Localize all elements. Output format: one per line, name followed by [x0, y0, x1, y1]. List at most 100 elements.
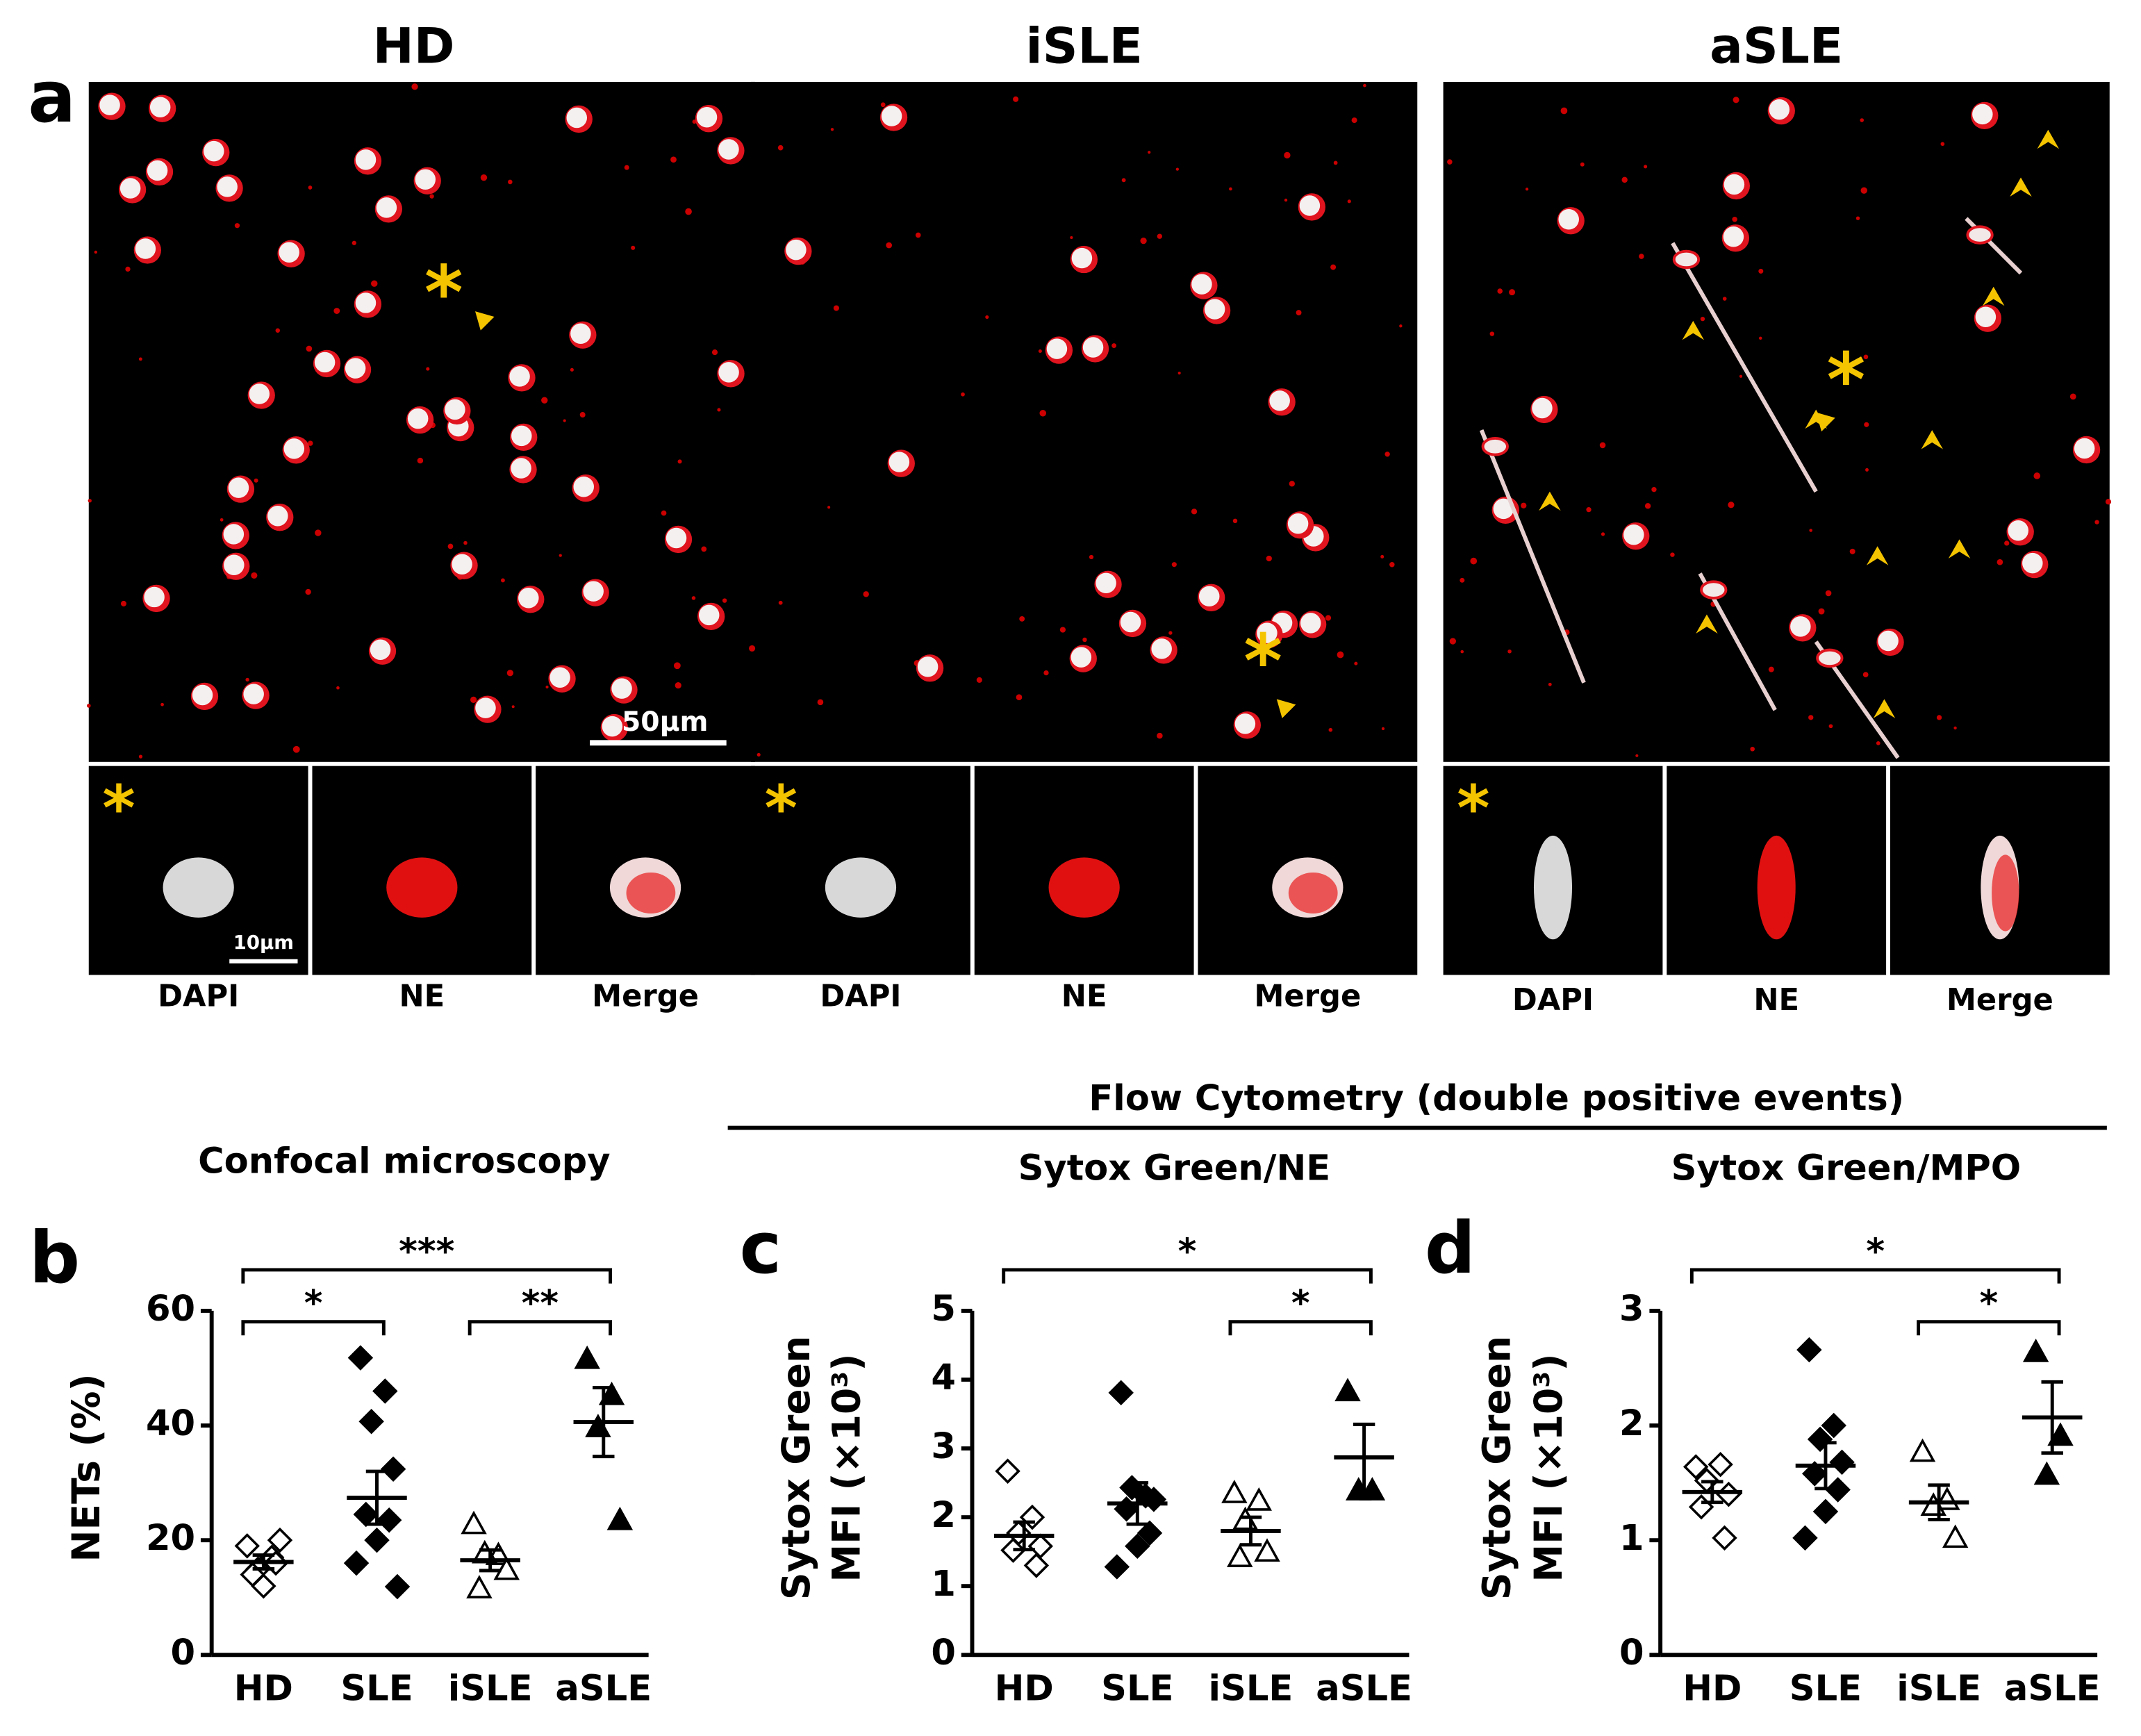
cell — [1151, 638, 1172, 659]
speckle — [1860, 118, 1865, 122]
x-tick-label: HD — [1683, 1668, 1742, 1709]
scale-label: 10µm — [233, 932, 294, 954]
panel-label: c — [740, 1207, 782, 1290]
speckle — [563, 419, 566, 422]
speckle — [1399, 324, 1403, 328]
speckle — [691, 596, 696, 600]
panel-label: a — [28, 56, 76, 139]
speckle — [830, 128, 834, 131]
arrowhead — [2037, 129, 2060, 149]
y-tick-label: 5 — [931, 1289, 956, 1330]
cell — [509, 366, 530, 387]
speckle — [87, 704, 91, 708]
speckle — [307, 440, 313, 446]
speckle — [305, 588, 311, 595]
speckle — [1635, 754, 1639, 757]
data-point — [364, 1527, 390, 1553]
speckle — [1389, 561, 1395, 568]
data-point — [1801, 1461, 1828, 1487]
speckle — [1639, 254, 1644, 259]
data-point — [1825, 1477, 1851, 1503]
column-title: aSLE — [1710, 17, 1843, 74]
speckle — [88, 499, 92, 503]
speckle — [1140, 237, 1147, 245]
speckle — [1862, 672, 1869, 677]
speckle — [1758, 268, 1764, 274]
inset-cell — [1757, 835, 1796, 940]
speckle — [2105, 499, 2112, 505]
speckle — [1330, 264, 1337, 270]
y-axis-label: MFI (×10³) — [825, 1353, 869, 1582]
arrowhead — [475, 311, 495, 331]
speckle — [1460, 577, 1465, 583]
speckle — [701, 546, 707, 552]
speckle — [411, 83, 418, 90]
cell — [475, 697, 496, 718]
chart-title: Confocal microscopy — [198, 1141, 610, 1182]
speckle — [1380, 554, 1384, 559]
data-point — [1023, 1553, 1050, 1578]
scale-label: 50µm — [622, 706, 709, 738]
data-point — [1226, 1544, 1253, 1567]
cell — [144, 586, 165, 608]
x-tick-label: iSLE — [1896, 1668, 1981, 1709]
cell — [1723, 226, 1744, 247]
significance-label: * — [1866, 1231, 1885, 1272]
speckle — [1191, 509, 1198, 515]
speckle — [1447, 159, 1453, 165]
inset-label: DAPI — [1512, 983, 1594, 1018]
cell — [1120, 611, 1141, 633]
cell — [119, 178, 141, 199]
speckle — [1449, 638, 1456, 645]
cell — [314, 352, 336, 373]
speckle — [545, 685, 549, 689]
speckle — [1864, 422, 1869, 427]
cell — [881, 106, 902, 126]
speckle — [976, 677, 982, 683]
cell — [666, 527, 687, 549]
speckle — [1460, 650, 1464, 654]
cell — [1269, 390, 1290, 411]
cell — [147, 160, 168, 181]
speckle — [1548, 682, 1552, 686]
significance-label: * — [1178, 1231, 1197, 1272]
y-axis-label: Sytox Green — [774, 1336, 818, 1600]
speckle — [985, 315, 989, 320]
speckle — [1089, 554, 1094, 560]
cell — [452, 554, 472, 574]
cell — [1972, 104, 1993, 125]
speckle — [500, 578, 505, 583]
inset-ne — [1288, 872, 1338, 914]
cell — [249, 383, 270, 404]
speckle — [1175, 167, 1179, 171]
speckle — [1586, 507, 1592, 513]
speckle — [631, 245, 636, 250]
speckle — [2069, 393, 2076, 400]
x-tick-label: SLE — [340, 1668, 413, 1709]
speckle — [670, 156, 677, 163]
chart-title: Sytox Green/MPO — [1671, 1148, 2022, 1189]
speckle — [1168, 631, 1173, 635]
cell — [718, 362, 739, 383]
cell — [1257, 622, 1278, 643]
speckle — [1733, 97, 1739, 104]
speckle — [1013, 96, 1019, 102]
cell — [1300, 613, 1321, 634]
speckle — [1700, 316, 1705, 322]
speckle — [1148, 151, 1151, 154]
data-point — [1125, 1533, 1150, 1559]
y-tick-label: 1 — [931, 1564, 956, 1605]
speckle — [417, 457, 424, 464]
speckle — [1670, 552, 1675, 557]
cell — [1096, 572, 1116, 594]
arrowhead — [1982, 286, 2005, 306]
speckle — [1601, 532, 1605, 536]
cell — [570, 323, 591, 345]
cell — [1878, 630, 1899, 652]
speckle — [1525, 188, 1529, 191]
speckle — [886, 242, 893, 249]
data-point — [347, 1345, 374, 1371]
inset-label: NE — [399, 979, 445, 1014]
significance-bracket — [1228, 1320, 1373, 1336]
